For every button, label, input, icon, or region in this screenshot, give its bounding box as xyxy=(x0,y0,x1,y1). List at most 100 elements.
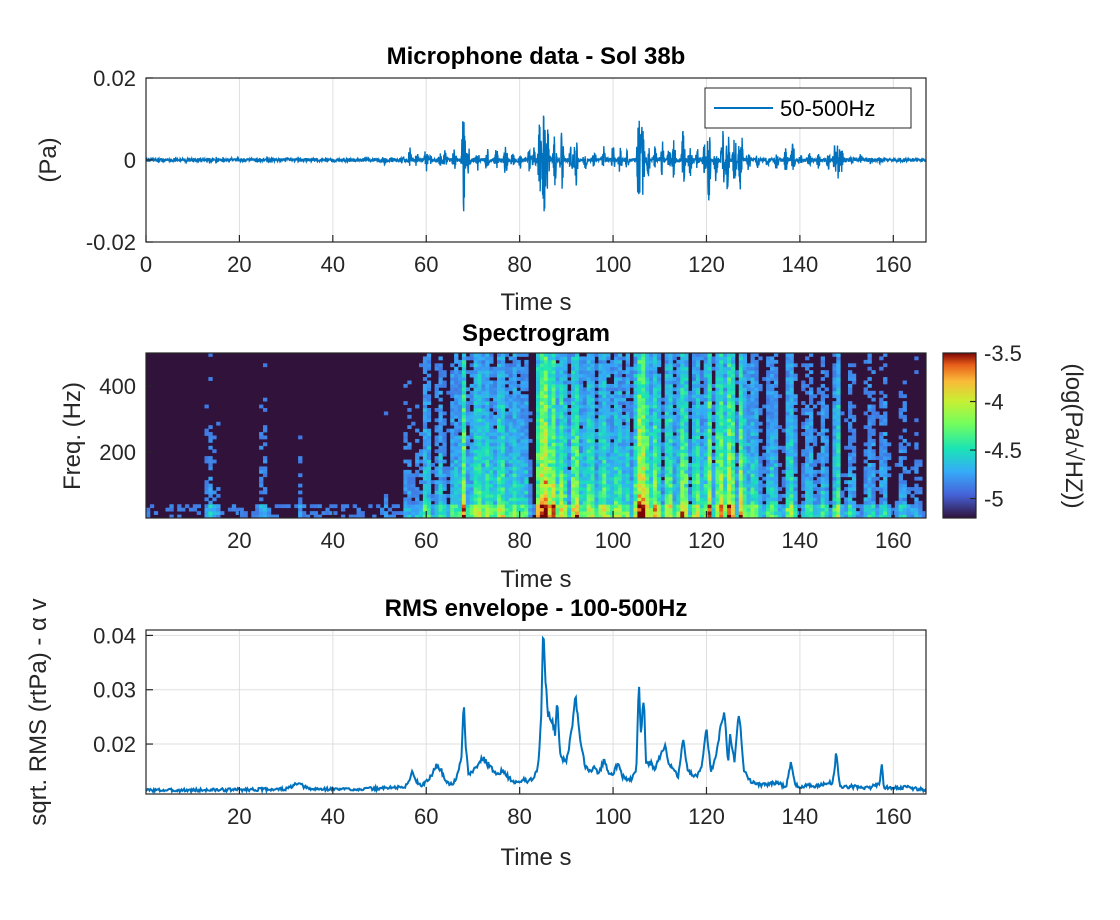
heatmap-cell xyxy=(594,483,599,488)
heatmap-cell xyxy=(575,493,580,498)
heatmap-cell xyxy=(664,373,669,378)
heatmap-cell xyxy=(489,463,494,467)
heatmap-cell xyxy=(867,428,872,433)
heatmap-cell xyxy=(426,418,432,423)
heatmap-cell xyxy=(703,449,708,454)
heatmap-cell xyxy=(614,397,619,402)
heatmap-cell xyxy=(594,476,599,481)
heatmap-cell xyxy=(789,487,794,491)
heatmap-cell xyxy=(516,408,521,412)
heatmap-cell xyxy=(703,500,708,505)
heatmap-cell xyxy=(520,463,525,467)
heatmap-cell xyxy=(582,493,588,498)
heatmap-cell xyxy=(672,428,677,433)
heatmap-cell xyxy=(770,469,775,474)
heatmap-cell xyxy=(668,366,673,371)
heatmap-cell xyxy=(582,418,588,423)
heatmap-cell xyxy=(656,514,662,519)
heatmap-cell xyxy=(832,418,837,423)
heatmap-cell xyxy=(711,456,716,460)
heatmap-cell xyxy=(625,483,630,488)
heatmap-cell xyxy=(208,353,213,357)
heatmap-cell xyxy=(586,490,591,495)
heatmap-cell xyxy=(571,380,576,385)
heatmap-cell xyxy=(575,438,580,443)
heatmap-cell xyxy=(848,387,853,392)
heatmap-cell xyxy=(695,380,701,385)
heatmap-cell xyxy=(415,511,420,515)
heatmap-cell xyxy=(586,452,591,457)
heatmap-cell xyxy=(625,387,630,392)
heatmap-cell xyxy=(461,411,467,416)
heatmap-cell xyxy=(695,469,701,474)
heatmap-cell xyxy=(719,487,724,491)
heatmap-cell xyxy=(695,504,701,509)
heatmap-cell xyxy=(598,473,603,478)
heatmap-cell xyxy=(820,500,825,505)
heatmap-cell xyxy=(582,421,588,426)
heatmap-cell xyxy=(820,401,825,405)
heatmap-cell xyxy=(610,366,615,371)
heatmap-cell xyxy=(719,476,724,481)
heatmap-cell xyxy=(259,404,264,409)
heatmap-cell xyxy=(773,425,779,430)
heatmap-cell xyxy=(208,500,213,505)
heatmap-cell xyxy=(481,438,486,443)
heatmap-cell xyxy=(668,463,673,467)
heatmap-cell xyxy=(777,514,783,519)
heatmap-cell xyxy=(809,435,814,440)
heatmap-cell xyxy=(454,473,459,478)
heatmap-cell xyxy=(738,449,744,454)
heatmap-cell xyxy=(695,353,701,357)
heatmap-cell xyxy=(422,497,428,502)
heatmap-cell xyxy=(512,432,517,436)
heatmap-cell xyxy=(629,370,634,375)
heatmap-cell xyxy=(633,476,638,481)
heatmap-cell xyxy=(734,473,740,478)
heatmap-cell xyxy=(520,432,525,436)
heatmap-cell xyxy=(578,411,584,416)
heatmap-cell xyxy=(867,483,872,488)
heatmap-cell xyxy=(481,511,486,515)
heatmap-cell xyxy=(766,473,771,478)
heatmap-cell xyxy=(902,469,907,474)
heatmap-cell xyxy=(707,435,712,440)
heatmap-cell xyxy=(836,390,841,395)
heatmap-cell xyxy=(536,483,541,488)
heatmap-cell xyxy=(719,497,724,502)
heatmap-cell xyxy=(649,397,654,402)
heatmap-cell xyxy=(695,414,701,419)
heatmap-cell xyxy=(637,373,642,378)
heatmap-cell xyxy=(461,445,467,450)
heatmap-cell xyxy=(641,363,646,368)
heatmap-cell xyxy=(617,425,623,430)
heatmap-cell xyxy=(863,425,868,430)
heatmap-cell xyxy=(754,411,759,416)
heatmap-cell xyxy=(625,487,630,491)
heatmap-cell xyxy=(524,394,529,399)
heatmap-cell xyxy=(680,487,685,491)
heatmap-cell xyxy=(832,390,837,395)
heatmap-cell xyxy=(582,356,588,361)
heatmap-cell xyxy=(516,377,521,381)
heatmap-cell xyxy=(407,507,412,512)
heatmap-cell xyxy=(481,380,486,385)
heatmap-cell xyxy=(578,469,584,474)
heatmap-cell xyxy=(524,397,529,402)
heatmap-cell xyxy=(493,449,498,454)
heatmap-cell xyxy=(902,511,907,515)
heatmap-cell xyxy=(481,401,486,405)
heatmap-cell xyxy=(633,356,638,361)
heatmap-cell xyxy=(516,490,521,495)
heatmap-cell xyxy=(551,380,556,385)
heatmap-cell xyxy=(477,432,482,436)
heatmap-cell xyxy=(302,514,307,519)
heatmap-cell xyxy=(773,476,779,481)
heatmap-cell xyxy=(442,421,447,426)
heatmap-cell xyxy=(867,359,872,364)
heatmap-cell xyxy=(824,476,829,481)
heatmap-cell xyxy=(500,514,506,519)
heatmap-cell xyxy=(832,411,837,416)
heatmap-cell xyxy=(461,380,467,385)
heatmap-cell xyxy=(676,480,681,485)
